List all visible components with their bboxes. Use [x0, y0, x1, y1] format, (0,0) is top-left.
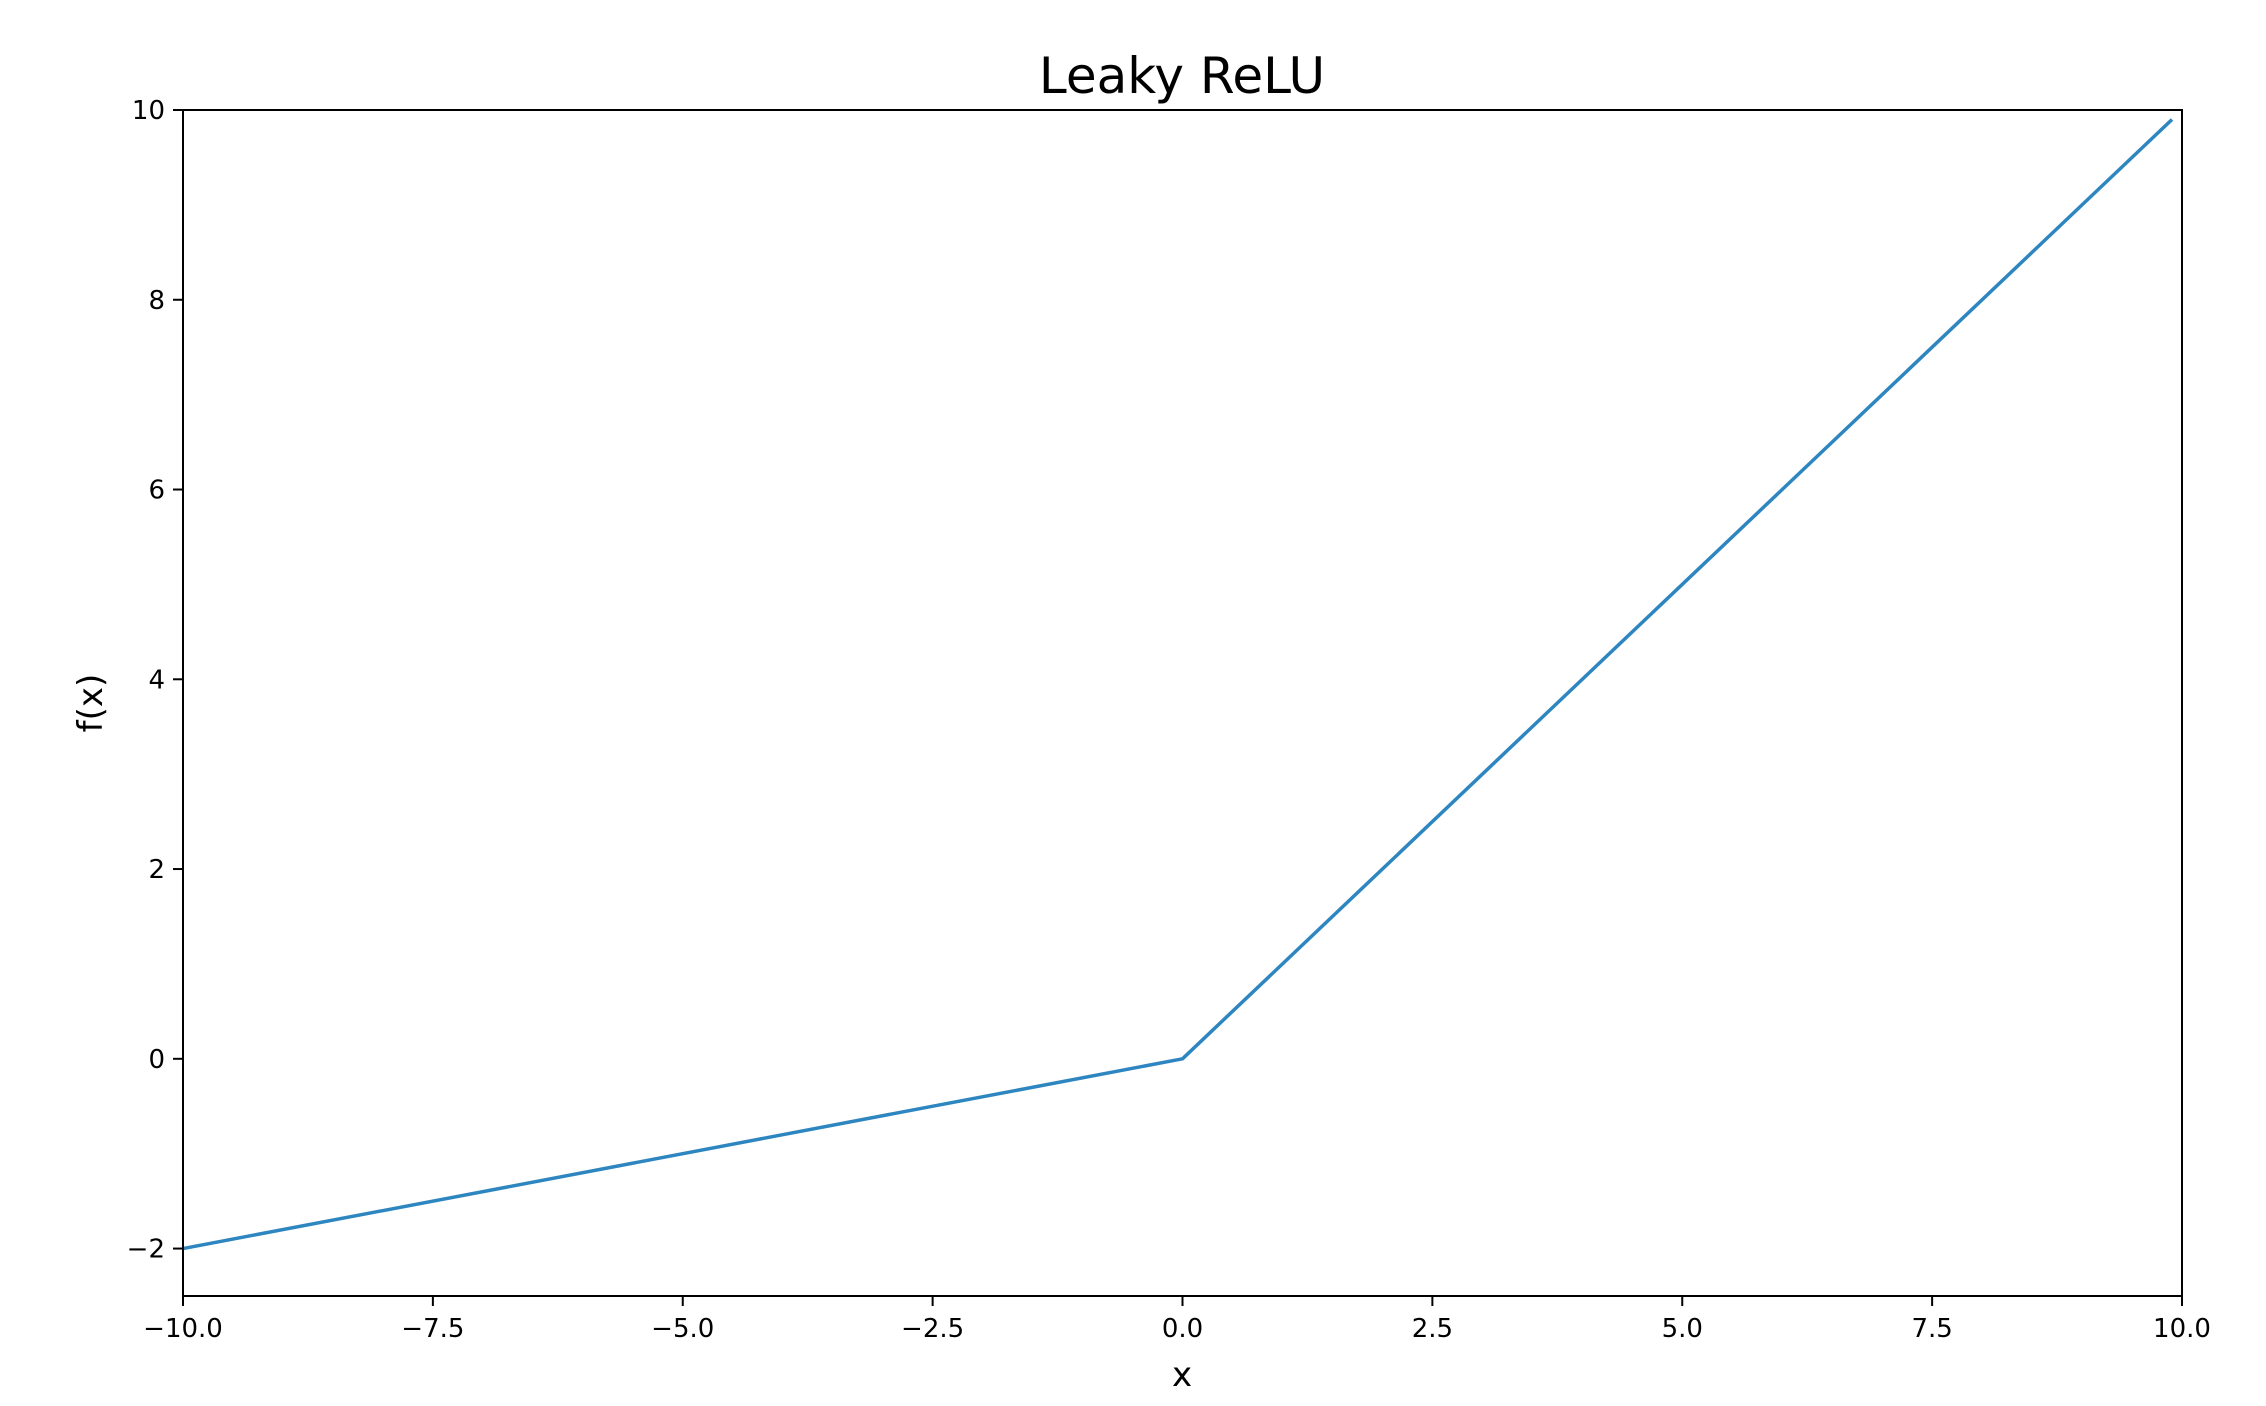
plot-area: [182, 118, 2174, 1251]
y-tick-label: 8: [148, 286, 165, 316]
y-tick-label: 10: [132, 96, 165, 126]
x-tick-label: −2.5: [901, 1314, 964, 1344]
y-axis: −2 0 2 4 6 8 10: [127, 96, 183, 1265]
y-tick-label: 0: [148, 1045, 165, 1075]
x-tick-label: −10.0: [143, 1314, 223, 1344]
x-tick-label: 7.5: [1911, 1314, 1952, 1344]
x-axis: −10.0 −7.5 −5.0 −2.5 0.0 2.5 5.0 7.5 10.0: [143, 1296, 2211, 1344]
chart-title: Leaky ReLU: [1039, 47, 1325, 105]
x-tick-label: −5.0: [651, 1314, 714, 1344]
y-tick-label: −2: [127, 1235, 165, 1265]
x-tick-label: 5.0: [1662, 1314, 1703, 1344]
x-tick-label: −7.5: [401, 1314, 464, 1344]
x-tick-label: 10.0: [2153, 1314, 2211, 1344]
x-tick-label: 0.0: [1162, 1314, 1203, 1344]
y-tick-label: 2: [148, 855, 165, 885]
y-axis-label: f(x): [71, 674, 111, 733]
y-tick-label: 4: [148, 665, 165, 695]
series-line-0: [182, 118, 2174, 1251]
y-tick-label: 6: [148, 476, 165, 506]
x-tick-label: 2.5: [1412, 1314, 1453, 1344]
x-axis-label: x: [1172, 1355, 1192, 1395]
